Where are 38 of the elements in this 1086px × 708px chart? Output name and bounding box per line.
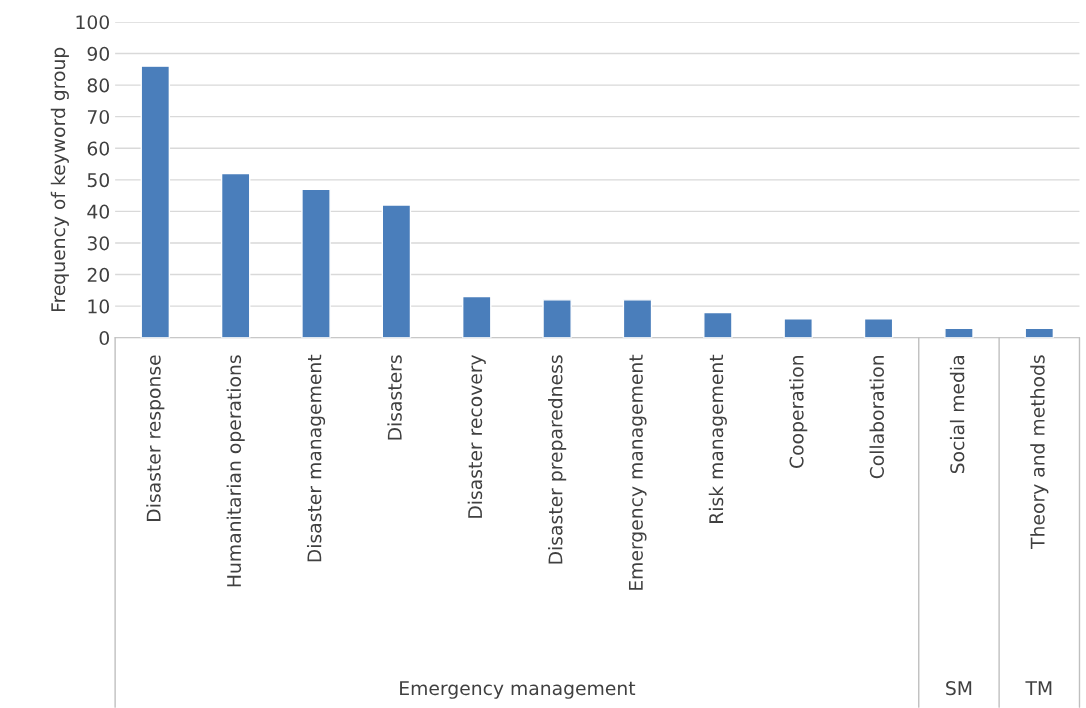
x-tick-label: Disasters [387,355,402,440]
y-tick-label: 80 [87,78,110,93]
bar [381,204,412,338]
bar [703,311,733,338]
bar [220,172,251,338]
y-tick-label: 30 [87,236,110,251]
bar [944,327,974,338]
y-tick-label: 70 [87,109,110,125]
bar [622,299,653,338]
text: TM [1025,681,1052,695]
x-tick-label: Emergency management [628,354,647,590]
x-tick-label: Disaster response [146,355,165,521]
x-tick-label: Disaster preparedness [548,355,567,564]
bar [863,318,894,338]
y-tick-label: 90 [87,46,110,61]
x-tick-label: Cooperation [789,355,808,468]
x-tick-label: Disaster management [306,354,326,562]
x-tick-label: Humanitarian operations [226,355,245,587]
x-tick-label: Collaboration [869,355,885,479]
y-tick-label: 20 [87,267,110,282]
bar [542,299,572,338]
bar [301,188,331,338]
text: Emergency management [400,681,636,699]
y-axis-title: Frequency of keyword group [50,47,69,312]
y-tick-label: 40 [87,204,110,219]
y-tick-label: 10 [88,299,110,314]
text: SM [946,681,972,696]
y-tick-label: 0 [99,330,110,346]
y-tick-label: 50 [87,173,110,188]
x-tick-label: Theory and methods [1030,355,1049,549]
x-tick-label: Risk management [708,354,727,523]
bar [461,295,492,338]
x-tick-label: Social media [949,356,965,474]
bar [140,65,171,338]
y-tick-label: 60 [87,141,110,156]
x-tick-label: Disaster recovery [467,354,486,518]
bar [783,318,813,338]
y-tick-label: 100 [76,15,110,30]
